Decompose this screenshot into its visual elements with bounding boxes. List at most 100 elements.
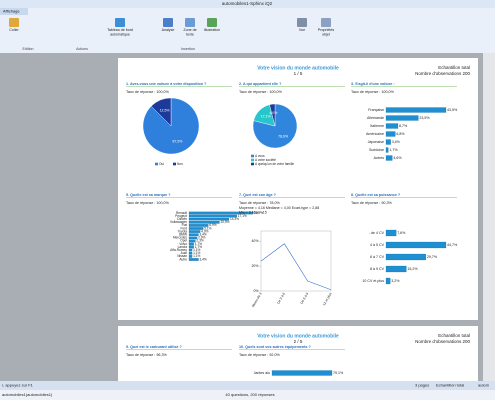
bar-label: 6,9% (209, 223, 216, 227)
ribbon-button-label: Propriétés (318, 28, 335, 32)
bar-category: - de 4 CV (369, 231, 385, 235)
line-series (260, 243, 332, 291)
bar-category: Alfa-Romeo (170, 248, 187, 252)
pie-slice (269, 103, 276, 127)
bar-label: 14,3% (230, 217, 239, 221)
page (118, 326, 478, 386)
bar-label: 4,6% (393, 156, 402, 160)
bar (188, 221, 220, 224)
response-rate: Taux de réponse : 100,0% (239, 90, 283, 94)
title-bar (0, 0, 495, 8)
legend-label: Non (177, 162, 183, 166)
bar (188, 236, 198, 240)
ribbon-icon[interactable] (115, 18, 125, 27)
status-bar (0, 381, 495, 390)
statistics: Moyenne = 4,16 Médiane = 4,00 Ecart-type… (239, 206, 319, 210)
bar-label: 1,1% (193, 254, 200, 258)
legend-label: A votre société (255, 158, 276, 162)
bar-category: 6 à 7 CV (370, 255, 385, 259)
ribbon-icon[interactable] (185, 18, 195, 27)
bar (188, 233, 199, 237)
bar-category: Autre (179, 257, 187, 261)
ribbon-button-label: Illustration (204, 28, 220, 32)
bar-category: Mercedes (173, 236, 187, 240)
status-text: Echantillon total (436, 383, 464, 388)
bar-label: 17,1% (238, 214, 247, 218)
bar (385, 123, 399, 129)
ribbon-icon[interactable] (207, 18, 217, 27)
ribbon-icon[interactable] (321, 18, 331, 27)
bar-category: 8 à 9 CV (370, 267, 385, 271)
ribbon (0, 8, 495, 53)
legend-label: A quelqu'un de votre famille (255, 162, 294, 166)
bar-category: Italienne (370, 124, 384, 128)
bar (188, 230, 201, 233)
bar-label: 44,7% (447, 243, 458, 247)
ribbon-button-label: Analyse (162, 28, 175, 32)
legend-swatch (251, 158, 254, 162)
bar-label: 1,1% (193, 251, 200, 255)
response-rate: Taux de réponse : 100,0% (126, 90, 170, 94)
bar (188, 252, 193, 255)
bar (385, 253, 426, 261)
bar (385, 155, 393, 161)
ribbon-icon[interactable] (163, 18, 173, 27)
bar-label: 22,9% (254, 211, 263, 215)
sample: Echantillon total (438, 333, 470, 338)
ribbon-tab-label: Affichage (3, 9, 20, 14)
question: 9. Quel est le carburant utilisé ? (126, 345, 182, 349)
response-rate: Taux de réponse : 100,0% (126, 201, 170, 205)
legend-swatch (251, 162, 254, 166)
bar-label: 1,7% (195, 242, 202, 246)
bar-category: 4 à 5 CV (370, 243, 385, 247)
page-number: 1 / 5 (294, 71, 303, 76)
slice-label: 17,1% (261, 115, 271, 119)
ribbon-button-label: Zone de (183, 28, 196, 32)
bar (188, 242, 194, 246)
scrollbar[interactable] (483, 53, 495, 381)
bar-category: BMW (179, 233, 187, 237)
ribbon-button-label: texte (186, 32, 194, 36)
bar-label: 4,0% (201, 229, 208, 233)
info-bar (0, 390, 495, 400)
bar-label: 23,5% (419, 116, 430, 120)
bar (385, 229, 397, 237)
bar (188, 211, 254, 215)
bar (188, 224, 209, 227)
ribbon-button-label: Tableau de bord (107, 28, 133, 32)
bar-category: Peugeot (175, 214, 187, 218)
bar-category: Française (368, 108, 384, 112)
ribbon-group-label: Actions (76, 47, 88, 51)
bar-category: Allemande (367, 116, 384, 120)
bar-category: Volvo (179, 242, 187, 246)
bar-category: Toyota (178, 229, 188, 233)
bar-label: 5,1% (204, 226, 211, 230)
question: 1. Avez-vous une voiture à votre disposi… (126, 82, 207, 86)
x-tick-label: De 3 à 6 (276, 292, 286, 305)
status-text: 3 pages (415, 383, 429, 388)
response-rate: Taux de réponse : 78,0% (239, 201, 281, 205)
bar-category: Volkswagen (170, 220, 187, 224)
ribbon-button-label: objet (322, 32, 330, 36)
ribbon-icon[interactable] (9, 18, 19, 27)
bar-category: Audi (181, 251, 188, 255)
question: 5. Quelle est sa marque ? (126, 193, 171, 197)
bar (188, 258, 199, 261)
bar-label: 2,3% (196, 239, 203, 243)
page (118, 58, 478, 320)
question: 10. Quels sont vos autres équipements ? (239, 345, 311, 349)
bar-label: 6,8% (396, 132, 405, 136)
legend-label: Oui (159, 162, 164, 166)
ribbon-tab[interactable] (0, 8, 28, 15)
x-tick-label: Moins de 3 (251, 292, 263, 308)
ribbon-icon[interactable] (297, 18, 307, 27)
bar-label: 43,5% (447, 108, 458, 112)
observations: Nombre d'observations 200 (415, 71, 470, 76)
bar-category: Citroën (177, 217, 188, 221)
observations: Nombre d'observations 200 (415, 339, 470, 344)
ribbon-button-label: Vue (299, 28, 305, 32)
bar-label: 3,4% (392, 140, 401, 144)
question: 2. A qui appartient elle ? (239, 82, 282, 86)
bar-category: Jantes alu (254, 371, 270, 375)
question: 3. S'agit-il d'une voiture : (351, 82, 395, 86)
